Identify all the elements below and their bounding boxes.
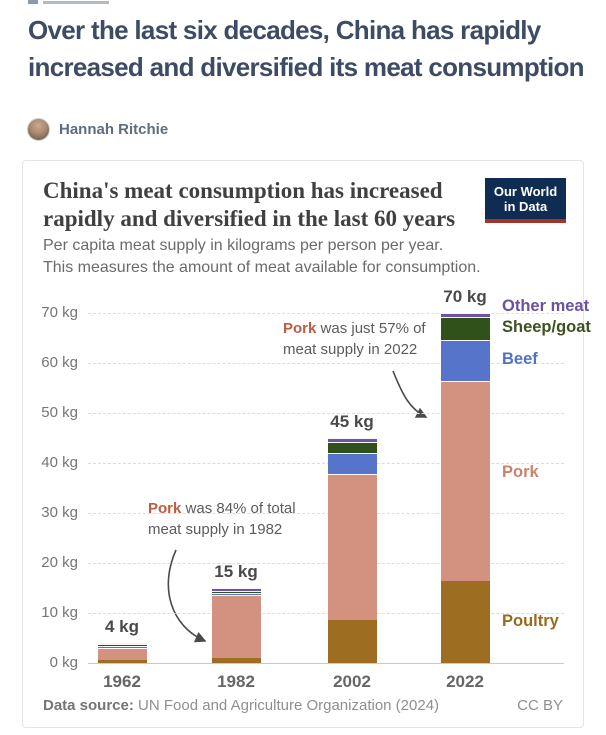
bar-segment-other-meat-2022[interactable]: [440, 313, 490, 317]
annotation-1982-highlight: Pork: [148, 500, 182, 517]
chart-region: Pork was 84% of total meat supply in 198…: [23, 287, 591, 698]
arrow-to-2022-bar: [392, 370, 428, 418]
y-tick-40kg: 40 kg: [41, 454, 78, 471]
x-tick-2022: 2022: [446, 672, 484, 691]
chart-subtitle-line2: This measures the amount of meat availab…: [43, 259, 481, 276]
legend-label-beef[interactable]: Beef: [502, 350, 538, 368]
data-source-label: Data source:: [43, 697, 134, 714]
bar-segment-sheep-goat-2022[interactable]: [440, 317, 490, 340]
gridline-50kg: [88, 413, 564, 414]
bar-total-label-2002: 45 kg: [330, 412, 374, 431]
x-tick-1982: 1982: [217, 672, 255, 691]
owid-logo-line1: Our World: [493, 184, 558, 199]
gridline-40kg: [88, 463, 564, 464]
bar-segment-poultry-1962[interactable]: [97, 659, 147, 663]
gridline-20kg: [88, 563, 564, 564]
bar-segment-pork-2022[interactable]: [440, 380, 490, 581]
annotation-1982-text: was 84% of total meat supply in 1982: [148, 500, 296, 538]
annotation-2022-highlight: Pork: [283, 320, 317, 337]
x-tick-2002: 2002: [333, 672, 371, 691]
bar-segment-beef-2022[interactable]: [440, 339, 490, 381]
bar-segment-beef-1982[interactable]: [211, 593, 261, 595]
bar-segment-other-meat-1982[interactable]: [211, 588, 261, 591]
bar-segment-beef-2002[interactable]: [327, 453, 377, 474]
data-source-text: UN Food and Agriculture Organization (20…: [133, 697, 440, 714]
owid-logo[interactable]: Our World in Data: [485, 178, 566, 223]
x-tick-1962: 1962: [103, 672, 141, 691]
bar-segment-beef-1962[interactable]: [97, 645, 147, 648]
bar-total-label-1962: 4 kg: [104, 617, 140, 636]
bar-segment-pork-1982[interactable]: [211, 595, 261, 658]
author-name[interactable]: Hannah Ritchie: [59, 121, 169, 138]
author-row: Hannah Ritchie: [27, 118, 168, 141]
chart-footer: Data source: UN Food and Agriculture Org…: [43, 697, 563, 714]
y-tick-20kg: 20 kg: [41, 554, 78, 571]
owid-logo-line2: in Data: [503, 199, 548, 214]
license-badge[interactable]: CC BY: [517, 697, 563, 714]
bar-segment-other-meat-2002[interactable]: [327, 438, 377, 442]
chart-subtitle: Per capita meat supply in kilograms per …: [43, 235, 481, 279]
cropped-header-fragment: [28, 0, 38, 4]
data-source: Data source: UN Food and Agriculture Org…: [43, 697, 439, 714]
annotation-1982: Pork was 84% of total meat supply in 198…: [148, 498, 310, 540]
y-tick-70kg: 70 kg: [41, 304, 78, 321]
gridline-30kg: [88, 513, 564, 514]
bar-segment-sheep-goat-1962[interactable]: [97, 644, 147, 646]
gridline-10kg: [88, 613, 564, 614]
chart-subtitle-line1: Per capita meat supply in kilograms per …: [43, 237, 444, 254]
legend-label-other-meat[interactable]: Other meat: [502, 297, 590, 315]
x-axis-line: [88, 663, 564, 664]
chart-card: China's meat consumption has increased r…: [22, 160, 591, 728]
bar-segment-poultry-2022[interactable]: [440, 580, 490, 663]
y-tick-10kg: 10 kg: [41, 604, 78, 621]
bar-segment-sheep-goat-2002[interactable]: [327, 442, 377, 453]
annotation-2022: Pork was just 57% of meat supply in 2022: [283, 318, 445, 360]
y-tick-30kg: 30 kg: [41, 504, 78, 521]
bar-segment-poultry-1982[interactable]: [211, 658, 261, 663]
bar-segment-poultry-2002[interactable]: [327, 620, 377, 663]
y-tick-60kg: 60 kg: [41, 354, 78, 371]
bar-total-label-2022: 70 kg: [443, 287, 487, 306]
chart-title-line1: China's meat consumption has increased: [43, 178, 443, 203]
gridline-70kg: [88, 313, 564, 314]
bar-segment-pork-2002[interactable]: [327, 474, 377, 620]
chart-title: China's meat consumption has increased r…: [43, 177, 455, 233]
y-tick-0kg: 0 kg: [49, 654, 78, 671]
gridline-60kg: [88, 363, 564, 364]
bar-segment-other-meat-1962[interactable]: [97, 642, 147, 645]
cropped-header-fragment: [43, 1, 109, 4]
legend-label-sheep-goat[interactable]: Sheep/goat: [502, 318, 591, 337]
bar-segment-sheep-goat-1982[interactable]: [211, 590, 261, 593]
legend-label-pork[interactable]: Pork: [502, 462, 539, 481]
chart-title-line2: rapidly and diversified in the last 60 y…: [43, 206, 456, 231]
bar-segment-pork-1962[interactable]: [97, 647, 147, 660]
article-title: Over the last six decades, China has rap…: [28, 15, 585, 82]
author-avatar[interactable]: [27, 118, 50, 141]
bar-total-label-1982: 15 kg: [214, 562, 258, 581]
legend-label-poultry[interactable]: Poultry: [502, 611, 559, 630]
y-tick-50kg: 50 kg: [41, 404, 78, 421]
annotation-2022-text: was just 57% of meat supply in 2022: [283, 320, 426, 358]
